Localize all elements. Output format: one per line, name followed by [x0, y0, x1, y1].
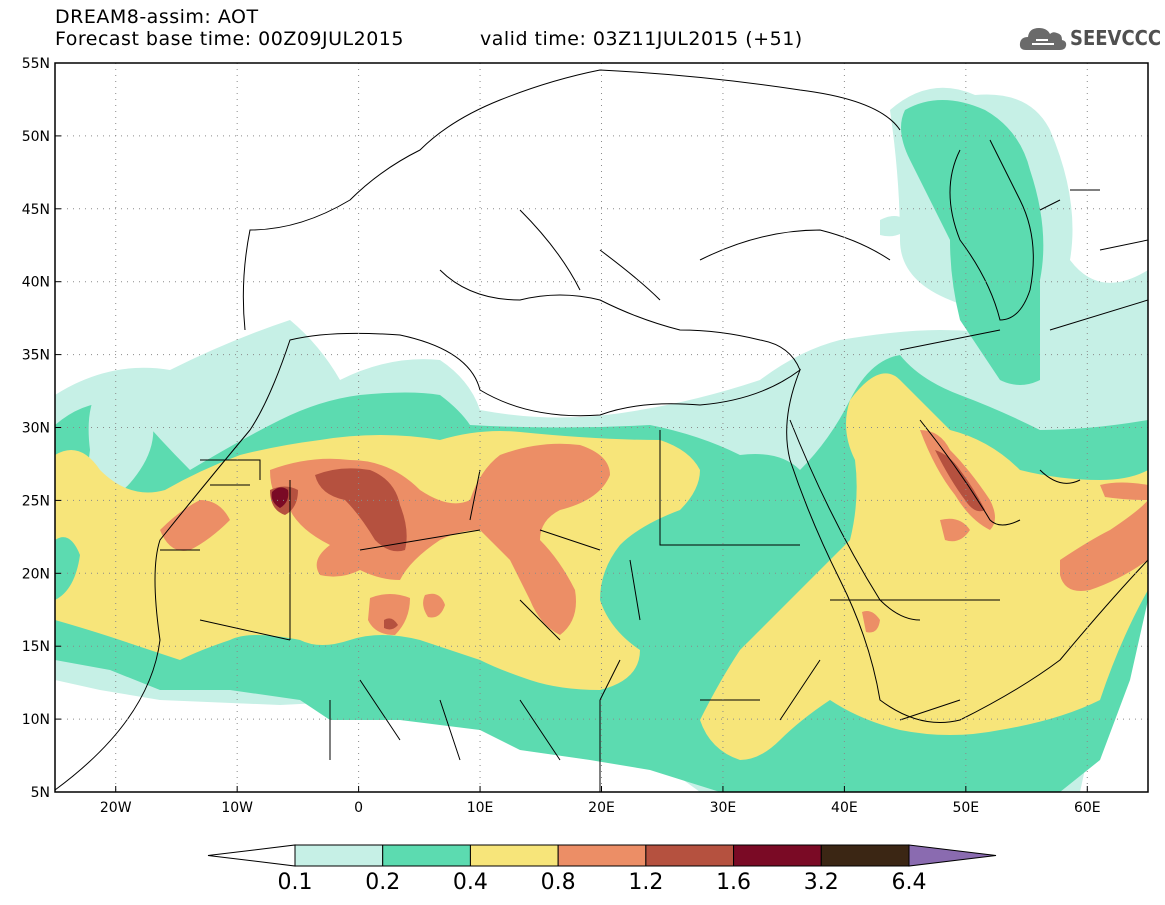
map-title: DREAM8-assim: AOT — [55, 6, 259, 28]
colorbar-label: 0.4 — [452, 870, 488, 895]
lon-tick-label: 10E — [467, 800, 494, 816]
colorbar-over-triangle — [908, 844, 997, 867]
lon-tick-label: 30E — [710, 800, 737, 816]
lon-tick-label: 10W — [221, 800, 253, 816]
logo-text: SEEVCCC — [1070, 26, 1162, 50]
lon-tick-label: 60E — [1074, 800, 1101, 816]
colorbar-label: 6.4 — [891, 870, 927, 895]
lat-tick-label: 40N — [22, 275, 50, 291]
colorbar-swatch — [294, 844, 384, 867]
lat-tick-label: 55N — [22, 56, 50, 72]
longitude-labels: 20W 10W 0 10E 20E 30E 40E 50E 60E — [100, 786, 1101, 816]
contour-level-1.6 — [271, 487, 289, 508]
colorbar-label: 1.2 — [628, 870, 664, 895]
lon-tick-label: 40E — [831, 800, 858, 816]
colorbar-label: 0.2 — [365, 870, 401, 895]
lat-tick-label: 45N — [22, 202, 50, 218]
lat-tick-label: 5N — [31, 785, 50, 801]
forecast-base-time: Forecast base time: 00Z09JUL2015 — [55, 28, 404, 50]
latitude-labels: 55N 50N 45N 40N 35N 30N 25N 20N 15N 10N 5N — [22, 56, 61, 801]
lat-tick-label: 30N — [22, 421, 50, 437]
lon-tick-label: 50E — [952, 800, 979, 816]
cloud-icon — [1019, 28, 1067, 50]
colorbar — [207, 844, 997, 867]
lat-tick-label: 25N — [22, 493, 50, 509]
lon-tick-label: 0 — [354, 800, 363, 816]
valid-time: valid time: 03Z11JUL2015 (+51) — [480, 28, 803, 50]
colorbar-label: 0.1 — [277, 870, 313, 895]
lat-tick-label: 15N — [22, 639, 50, 655]
lat-tick-label: 35N — [22, 348, 50, 364]
coastlines — [55, 69, 1148, 792]
lon-tick-label: 20W — [100, 800, 132, 816]
lon-tick-label: 20E — [588, 800, 615, 816]
colorbar-swatch — [820, 844, 910, 867]
colorbar-label: 1.6 — [716, 870, 752, 895]
colorbar-swatch — [469, 844, 559, 867]
colorbar-label: 3.2 — [803, 870, 839, 895]
colorbar-swatch — [733, 844, 822, 867]
colorbar-swatch — [382, 844, 471, 867]
lat-tick-label: 10N — [22, 712, 50, 728]
seevccc-logo: SEEVCCC — [1018, 22, 1161, 56]
colorbar-label: 0.8 — [540, 870, 576, 895]
lat-tick-label: 50N — [22, 129, 50, 145]
colorbar-swatch — [645, 844, 735, 867]
lat-tick-label: 20N — [22, 566, 50, 582]
colorbar-swatch — [557, 844, 647, 867]
grid-lines — [55, 63, 1148, 792]
colorbar-under-triangle — [207, 844, 296, 867]
